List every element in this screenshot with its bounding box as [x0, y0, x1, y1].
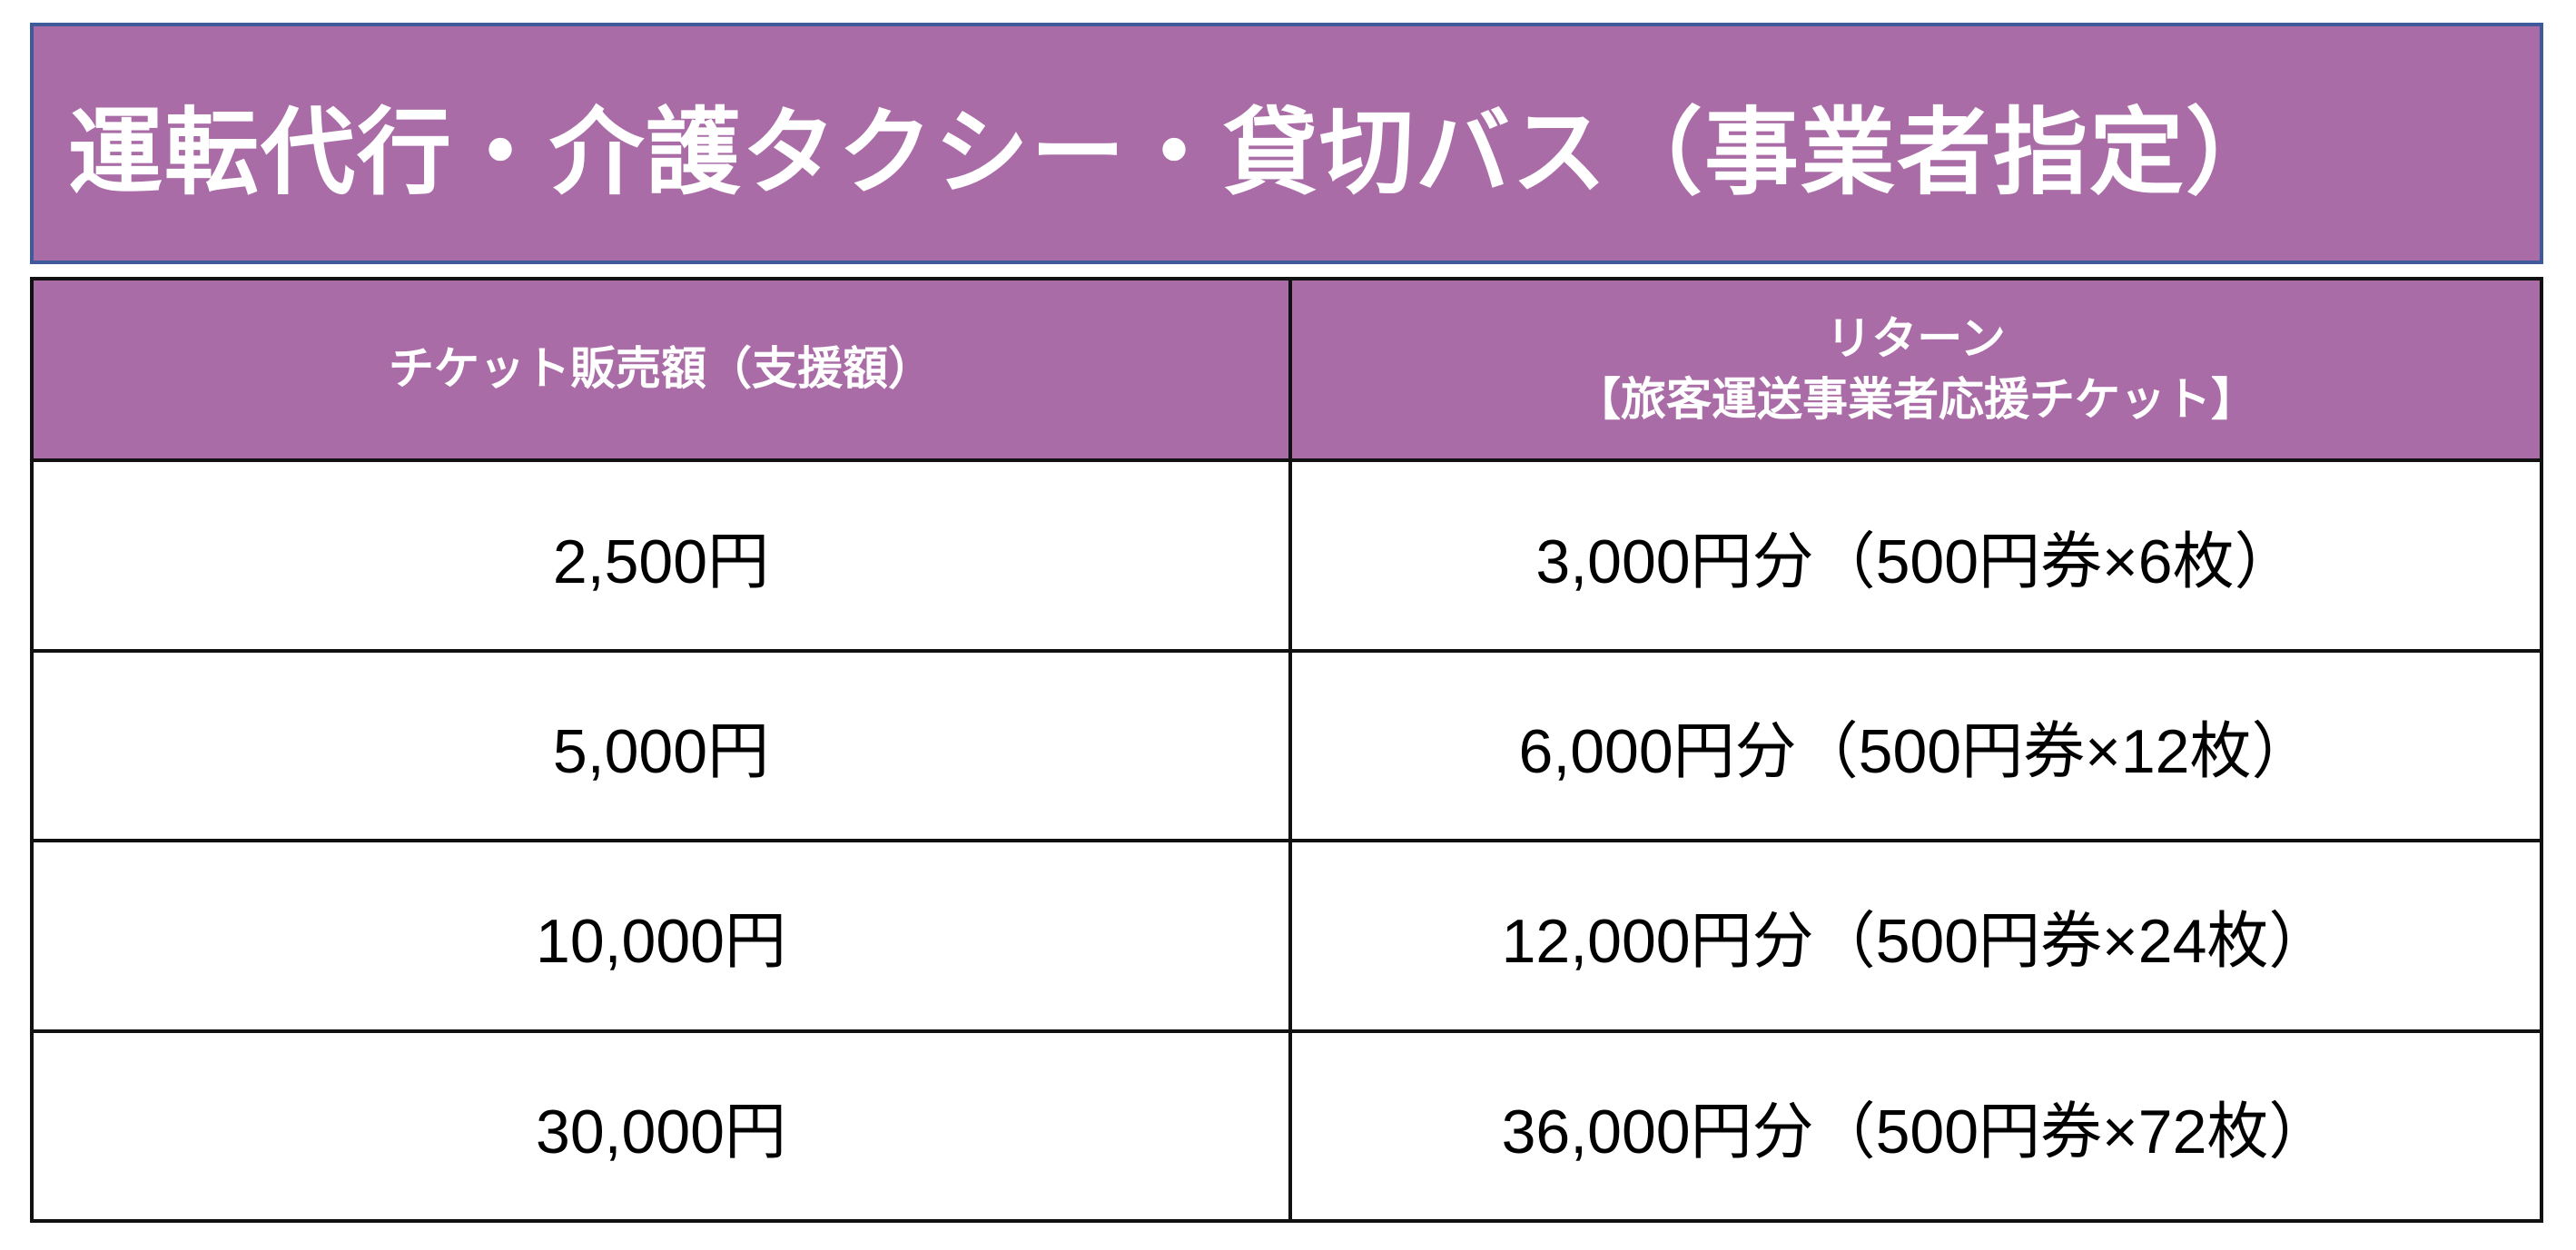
return-cell: 36,000円分（500円券×72枚）: [1288, 1029, 2543, 1224]
header-return-line2: 【旅客運送事業者応援チケット】: [1575, 373, 2256, 427]
title-banner: 運転代行・介護タクシー・貸切バス（事業者指定）: [30, 23, 2543, 264]
header-return-line1: リターン: [1826, 311, 2006, 365]
price-cell: 2,500円: [30, 458, 1292, 653]
page-title: 運転代行・介護タクシー・貸切バス（事業者指定）: [68, 96, 2283, 208]
return-cell: 12,000円分（500円券×24枚）: [1288, 839, 2543, 1033]
table-row: 30,000円 36,000円分（500円券×72枚）: [30, 1029, 2543, 1224]
ticket-table: チケット販売額（支援額） リターン 【旅客運送事業者応援チケット】 2,500円…: [30, 276, 2543, 1224]
price-cell: 10,000円: [30, 839, 1292, 1033]
header-ticket-price: チケット販売額（支援額）: [30, 276, 1292, 463]
table-row: 2,500円 3,000円分（500円券×6枚）: [30, 458, 2543, 653]
table-row: 10,000円 12,000円分（500円券×24枚）: [30, 839, 2543, 1033]
table-row: 5,000円 6,000円分（500円券×12枚）: [30, 648, 2543, 843]
return-cell: 6,000円分（500円券×12枚）: [1288, 648, 2543, 843]
price-cell: 30,000円: [30, 1029, 1292, 1224]
header-return: リターン 【旅客運送事業者応援チケット】: [1288, 276, 2543, 463]
return-cell: 3,000円分（500円券×6枚）: [1288, 458, 2543, 653]
table-header-row: チケット販売額（支援額） リターン 【旅客運送事業者応援チケット】: [30, 276, 2543, 463]
price-cell: 5,000円: [30, 648, 1292, 843]
